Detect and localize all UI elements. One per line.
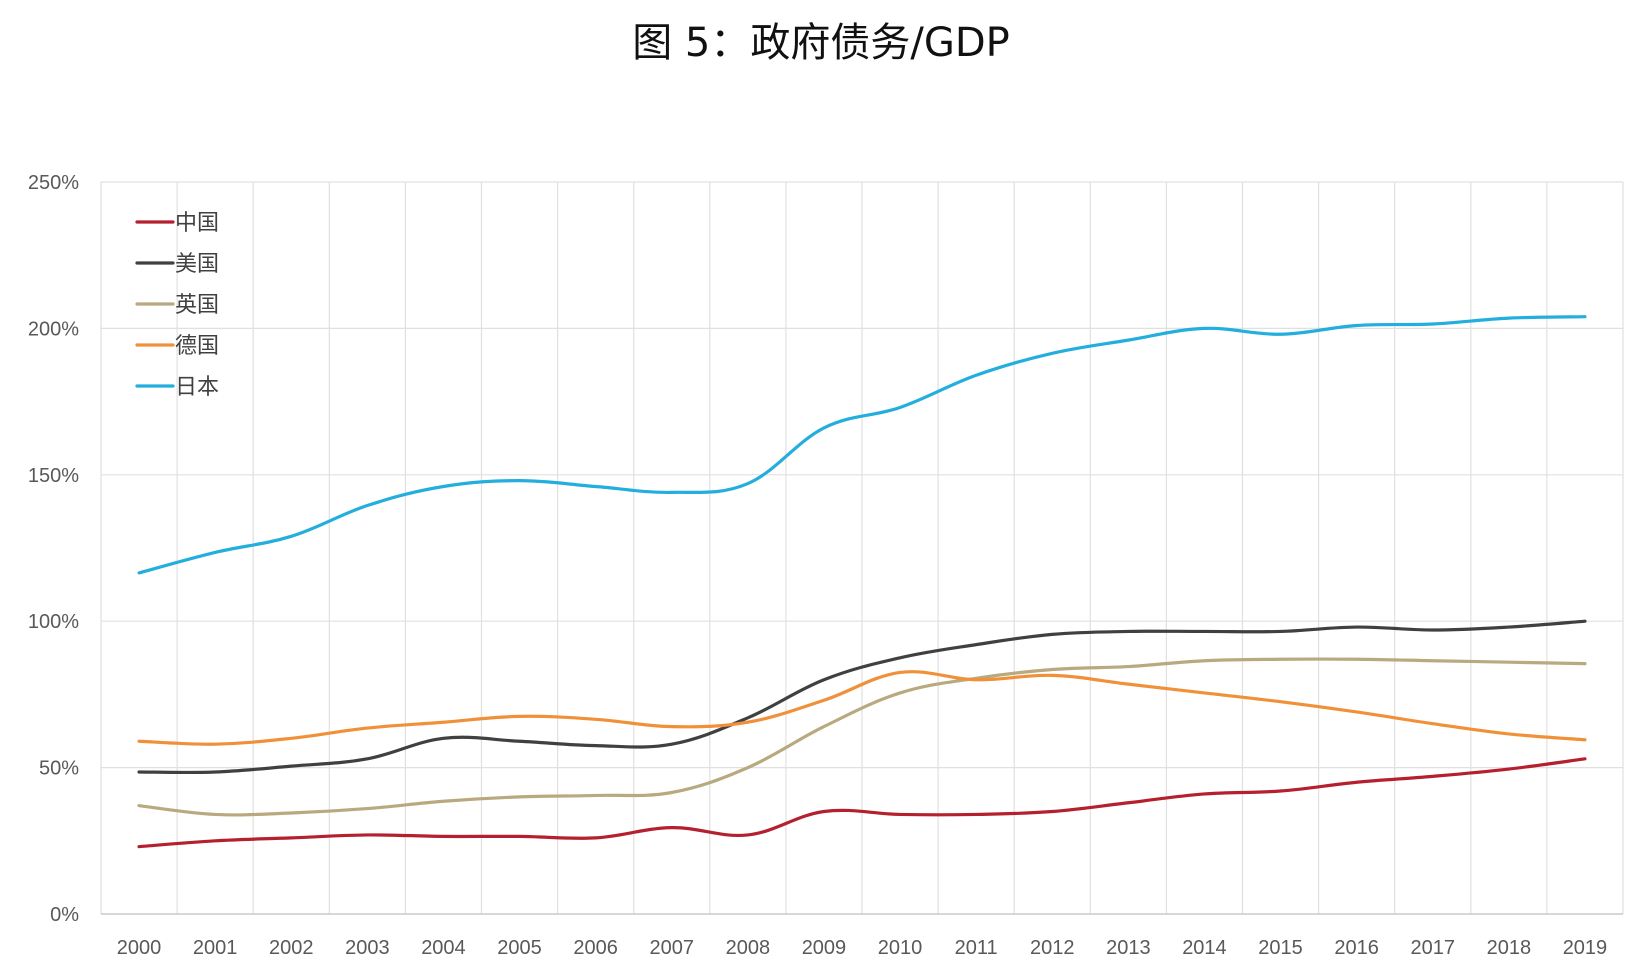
x-tick-label: 2018	[1487, 937, 1532, 959]
x-tick-label: 2013	[1106, 937, 1151, 959]
x-tick-label: 2005	[497, 937, 542, 959]
series-lines	[137, 315, 1587, 849]
x-tick-label: 2007	[650, 937, 695, 959]
legend-label: 英国	[175, 293, 219, 318]
y-tick-label: 200%	[28, 318, 79, 340]
y-tick-label: 100%	[28, 611, 79, 633]
legend-label: 日本	[175, 375, 219, 400]
x-tick-label: 2012	[1030, 937, 1075, 959]
y-tick-label: 50%	[39, 758, 79, 780]
x-tick-label: 2002	[269, 937, 314, 959]
series-line-1	[137, 619, 1587, 775]
y-tick-label: 150%	[28, 465, 79, 487]
y-tick-label: 0%	[50, 904, 79, 926]
x-tick-label: 2003	[345, 937, 390, 959]
x-tick-label: 2011	[955, 937, 998, 959]
y-tick-label: 250%	[28, 172, 79, 194]
grid-lines	[100, 181, 1624, 914]
x-tick-label: 2000	[117, 937, 162, 959]
x-tick-label: 2009	[802, 937, 847, 959]
x-tick-label: 2008	[726, 937, 771, 959]
x-tick-label: 2015	[1258, 937, 1303, 959]
x-tick-label: 2001	[193, 937, 238, 959]
chart-title: 图 5：政府债务/GDP	[632, 20, 1010, 66]
tick-labels: 0% 50% 100% 150% 200% 250% 2000 2001 2002 2003 200…	[28, 172, 1607, 959]
x-tick-label: 2006	[573, 937, 618, 959]
series-line-0	[137, 757, 1587, 849]
legend-label: 美国	[175, 252, 219, 277]
legend-label: 中国	[175, 211, 219, 236]
x-tick-label: 2014	[1182, 937, 1227, 959]
x-tick-label: 2016	[1334, 937, 1379, 959]
series-line-2	[137, 657, 1587, 817]
x-tick-label: 2017	[1411, 937, 1456, 959]
series-line-3	[137, 670, 1587, 746]
x-tick-label: 2004	[421, 937, 466, 959]
x-tick-label: 2019	[1563, 937, 1608, 959]
x-tick-label: 2010	[878, 937, 923, 959]
series-line-4	[137, 315, 1587, 575]
legend-label: 德国	[175, 334, 219, 359]
